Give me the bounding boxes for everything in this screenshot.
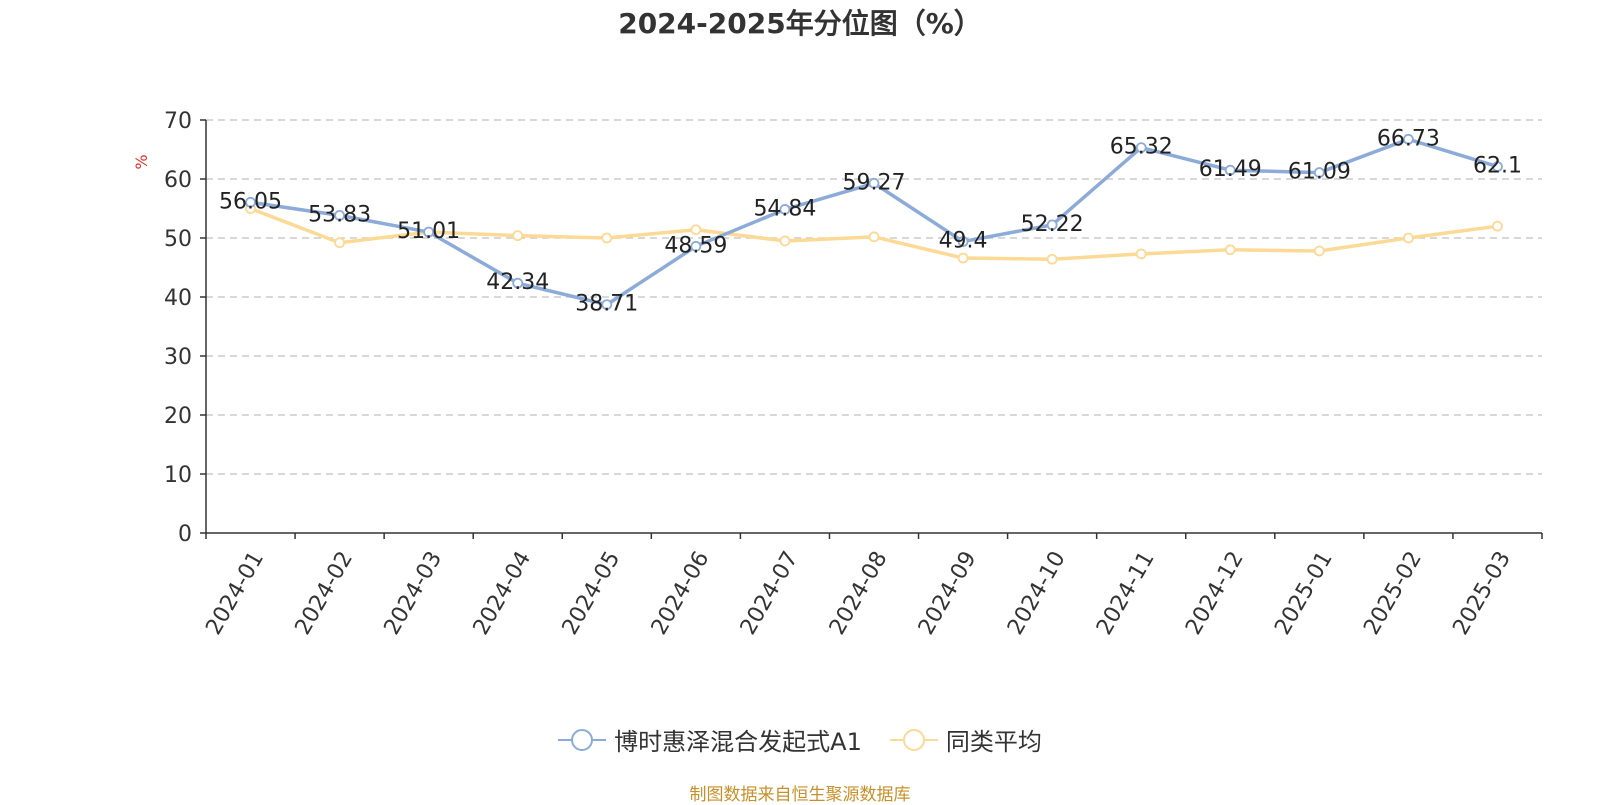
data-label: 56.05 [219, 189, 282, 214]
series-1-point [423, 226, 435, 238]
x-tick-label: 2024-07 [736, 547, 804, 639]
x-tick-label: 2024-10 [1003, 547, 1071, 639]
data-label: 66.73 [1377, 126, 1440, 151]
series-2-point [868, 231, 880, 243]
x-tick-label: 2025-01 [1270, 547, 1338, 639]
series-1-point [1224, 164, 1236, 176]
data-label: 61.49 [1199, 157, 1262, 182]
series-1-point [245, 196, 256, 208]
legend-label-series-2: 同类平均 [945, 728, 1042, 756]
x-tick-label: 2024-08 [825, 547, 893, 639]
series-1-point [868, 177, 880, 189]
y-tick-label: 20 [164, 404, 192, 429]
y-tick-label: 50 [164, 227, 192, 252]
series-2-point [512, 230, 524, 242]
data-label: 51.01 [397, 219, 460, 244]
series-2-point [1313, 245, 1325, 257]
data-label: 54.84 [753, 196, 816, 221]
y-tick-label: 0 [178, 522, 192, 547]
series-1-point [1403, 133, 1414, 145]
y-tick-label: 30 [164, 345, 192, 370]
legend: 博时惠泽混合发起式A1 同类平均 [0, 722, 1600, 757]
data-label: 53.83 [308, 202, 371, 227]
x-tick-label: 2025-02 [1359, 547, 1427, 639]
data-label: 52.22 [1021, 212, 1084, 237]
legend-marker-series-1 [558, 728, 607, 752]
series-2-point [1492, 220, 1503, 232]
series-1-point [1313, 167, 1325, 178]
data-label: 65.32 [1110, 135, 1173, 160]
x-tick-label: 2024-11 [1092, 547, 1160, 639]
x-tick-label: 2024-02 [291, 547, 359, 639]
data-label: 42.34 [486, 270, 549, 295]
series-1-point [690, 240, 702, 252]
y-tick-label: 60 [164, 168, 192, 193]
series-2-point [1135, 248, 1147, 260]
legend-label-series-1: 博时惠泽混合发起式A1 [614, 728, 862, 756]
data-label: 48.59 [664, 233, 727, 258]
y-axis-unit: % [132, 154, 151, 169]
series-2-point [1403, 232, 1414, 244]
y-tick-label: 40 [164, 286, 192, 311]
x-tick-label: 2024-06 [647, 547, 715, 639]
series-1-point [1046, 219, 1058, 231]
series-2-point [1046, 253, 1058, 265]
series-2-point [690, 224, 702, 236]
series-1-point [1135, 142, 1147, 154]
series-1-point [601, 299, 613, 311]
series-1-point [779, 204, 791, 215]
x-tick-label: 2024-05 [558, 547, 626, 639]
legend-item-series-1[interactable]: 博时惠泽混合发起式A1 [558, 722, 862, 757]
series-1-point [957, 236, 969, 247]
series-1-point [512, 277, 524, 289]
x-tick-label: 2024-09 [914, 547, 982, 639]
x-tick-label: 2024-03 [380, 547, 448, 639]
series-1-point [1492, 161, 1503, 173]
data-label: 62.1 [1473, 154, 1522, 179]
series-2-point [601, 232, 613, 244]
series-2-point [1224, 244, 1236, 256]
series-1-point [334, 210, 346, 221]
source-note: 制图数据来自恒生聚源数据库 [689, 785, 911, 805]
legend-marker-series-2 [889, 728, 938, 752]
data-label: 59.27 [843, 170, 906, 195]
x-tick-label: 2025-03 [1448, 547, 1516, 639]
x-tick-label: 2024-01 [201, 547, 269, 639]
legend-item-series-2[interactable]: 同类平均 [889, 722, 1042, 757]
x-tick-label: 2024-12 [1181, 547, 1249, 639]
data-label: 49.4 [939, 229, 988, 254]
y-tick-label: 10 [164, 463, 192, 488]
x-tick-label: 2024-04 [469, 547, 537, 639]
y-tick-label: 70 [164, 109, 192, 134]
data-label: 61.09 [1288, 160, 1351, 185]
chart-title: 2024-2025年分位图（%） [618, 7, 982, 40]
series-2-point [957, 252, 969, 264]
series-2-point [779, 235, 791, 247]
data-label: 38.71 [575, 292, 638, 317]
series-2-point [334, 237, 346, 249]
